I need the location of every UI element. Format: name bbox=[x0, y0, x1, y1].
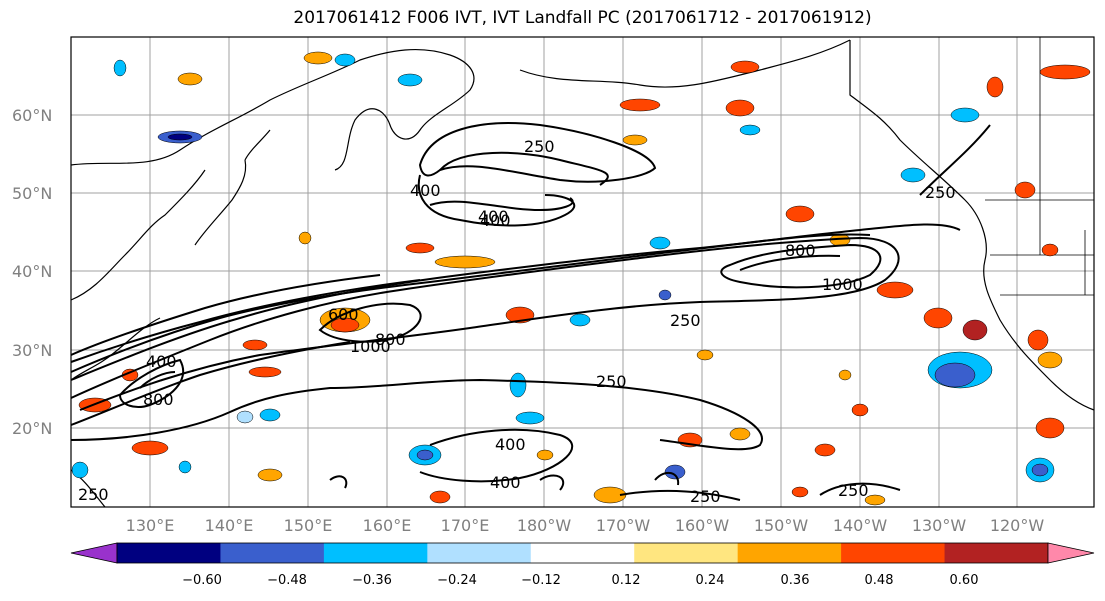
gridlines bbox=[71, 37, 1094, 507]
colorbar-cell bbox=[737, 543, 842, 563]
colorbar-cell bbox=[323, 543, 428, 563]
colorbar-cell bbox=[634, 543, 739, 563]
colorbar-tick-label: −0.36 bbox=[352, 573, 392, 588]
contour-label: 250 bbox=[690, 487, 721, 506]
political-borders bbox=[985, 37, 1094, 296]
colorbar-cell bbox=[427, 543, 532, 563]
colorbar-tick-label: 0.24 bbox=[696, 573, 725, 588]
contour-label: 400 bbox=[478, 207, 509, 226]
colorbar-tick-label: −0.24 bbox=[437, 573, 477, 588]
colorbar-cell bbox=[841, 543, 946, 563]
contour-label: 800 bbox=[785, 241, 816, 260]
lon-label: 160°E bbox=[363, 516, 412, 535]
colorbar: −0.60 −0.48 −0.36 −0.24 −0.12 0.12 0.24 … bbox=[70, 542, 1095, 588]
contour-label: 250 bbox=[838, 481, 869, 500]
lon-label: 180°W bbox=[517, 516, 572, 535]
colorbar-cell bbox=[117, 543, 221, 563]
lon-label: 140°W bbox=[833, 516, 888, 535]
lat-label: 60°N bbox=[12, 106, 52, 125]
contour-label: 600 bbox=[328, 305, 359, 324]
contour-labels: 250 400 400 400 800 1000 600 1000 800 25… bbox=[78, 137, 956, 506]
colorbar-extend-left bbox=[70, 542, 118, 564]
colorbar-tick-label: 0.12 bbox=[612, 573, 641, 588]
lon-label: 130°E bbox=[126, 516, 175, 535]
colorbar-extend-right bbox=[1047, 542, 1095, 564]
lon-label: 150°W bbox=[754, 516, 809, 535]
map-title: 2017061412 F006 IVT, IVT Landfall PC (20… bbox=[293, 8, 872, 28]
latitude-labels: 60°N 50°N 40°N 30°N 20°N bbox=[12, 106, 52, 438]
contour-label: 1000 bbox=[822, 275, 863, 294]
contour-label: 250 bbox=[524, 137, 555, 156]
colorbar-tick-label: −0.60 bbox=[182, 573, 222, 588]
ivt-contours bbox=[70, 122, 991, 501]
contour-label: 400 bbox=[495, 435, 526, 454]
contour-label: 250 bbox=[925, 183, 956, 202]
contour-label: 800 bbox=[143, 390, 174, 409]
colorbar-cell bbox=[944, 543, 1049, 563]
contour-label: 250 bbox=[670, 311, 701, 330]
contour-label: 1000 bbox=[350, 337, 391, 356]
colorbar-tick-label: −0.12 bbox=[521, 573, 561, 588]
colorbar-tick-label: −0.48 bbox=[267, 573, 307, 588]
contour-label: 400 bbox=[490, 473, 521, 492]
contour-label: 400 bbox=[410, 181, 441, 200]
lon-label: 150°E bbox=[284, 516, 333, 535]
lon-label: 120°W bbox=[990, 516, 1045, 535]
colorbar-cell bbox=[530, 543, 635, 563]
lat-label: 20°N bbox=[12, 419, 52, 438]
lon-label: 140°E bbox=[205, 516, 254, 535]
lon-label: 130°W bbox=[912, 516, 967, 535]
lat-label: 30°N bbox=[12, 341, 52, 360]
longitude-labels: 130°E 140°E 150°E 160°E 170°E 180°W 170°… bbox=[126, 516, 1045, 535]
contour-label: 250 bbox=[596, 372, 627, 391]
lon-label: 160°W bbox=[675, 516, 730, 535]
colorbar-tick-label: 0.60 bbox=[950, 573, 979, 588]
contour-label: 250 bbox=[78, 485, 109, 504]
map-background bbox=[71, 37, 1094, 507]
lat-label: 50°N bbox=[12, 184, 52, 203]
coastlines bbox=[70, 39, 1095, 508]
colorbar-tick-label: 0.48 bbox=[865, 573, 894, 588]
map-frame bbox=[70, 36, 1095, 508]
colorbar-cell bbox=[220, 543, 325, 563]
lon-label: 170°W bbox=[596, 516, 651, 535]
lat-label: 40°N bbox=[12, 262, 52, 281]
shaded-pc-patches bbox=[71, 51, 1091, 506]
contour-label: 400 bbox=[146, 352, 177, 371]
colorbar-tick-label: 0.36 bbox=[781, 573, 810, 588]
contour-label: 800 bbox=[375, 330, 406, 349]
contour-label: 400 bbox=[480, 211, 511, 230]
lon-label: 170°E bbox=[441, 516, 490, 535]
